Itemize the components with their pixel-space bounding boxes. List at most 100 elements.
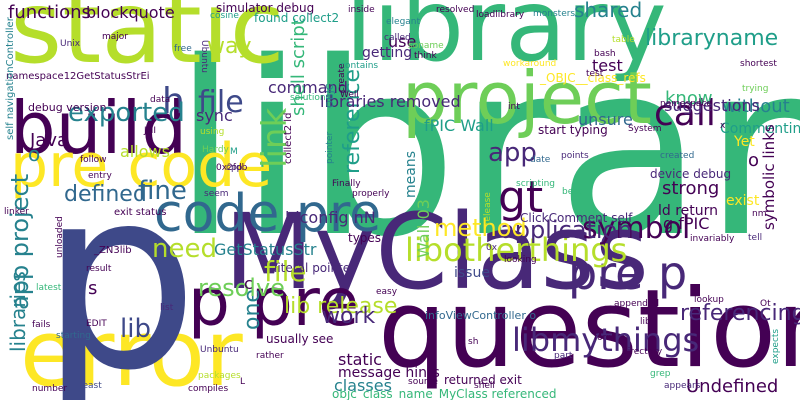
- word-well: Well: [340, 90, 359, 100]
- word-ldconfig-nn: ldconfig nN: [285, 208, 376, 227]
- word-seem: seem: [204, 189, 229, 199]
- word-need: need: [152, 234, 217, 264]
- word-static: static: [338, 350, 382, 369]
- word-use: use: [388, 32, 417, 51]
- word-compiles: compiles: [188, 384, 229, 394]
- word-looking: looking: [504, 255, 537, 265]
- word-classes: classes: [334, 376, 392, 395]
- word-latest: latest: [36, 283, 62, 293]
- word-unsure: unsure: [578, 110, 633, 129]
- word-file: file: [264, 255, 307, 288]
- word-sync: sync: [196, 106, 233, 125]
- word-entry: entry: [88, 171, 112, 181]
- word-shortest: shortest: [740, 59, 777, 69]
- word-strong: strong: [662, 178, 720, 199]
- word-created: created: [660, 151, 695, 161]
- word-undefined: Undefined: [686, 376, 779, 397]
- word-ld-return: ld return: [658, 203, 719, 219]
- word-infoviewcontroller-o: infoViewController o: [425, 309, 537, 322]
- word-packages: packages: [198, 371, 241, 381]
- word-p-pre: p pre: [188, 264, 360, 341]
- word-unix: Unix: [60, 39, 81, 49]
- word-0x2fdb: 0x2fdb: [216, 163, 248, 173]
- word-returned-exit: returned exit: [444, 373, 522, 387]
- word-symbol: symbol: [582, 211, 691, 246]
- word-blockquote: blockquote: [86, 3, 175, 22]
- word-namespace12getstatusstrei: namespace12GetStatusStrEi: [6, 71, 150, 82]
- word-literal-pointer: literal pointer: [274, 261, 356, 275]
- word-fpic-wall: fPIC Wall: [424, 116, 494, 135]
- word-without: without: [722, 96, 790, 117]
- word-library: library: [345, 0, 667, 84]
- word-command: command: [268, 78, 348, 97]
- word-follow: follow: [80, 155, 107, 165]
- word-best: best: [562, 187, 582, 197]
- word-form: form: [594, 333, 615, 343]
- word-resolved: resolved: [436, 5, 475, 15]
- word-java: Java: [30, 130, 69, 151]
- word-gt: gt: [498, 172, 544, 223]
- word-referencing: referencing: [680, 301, 800, 326]
- word-part: part: [554, 351, 573, 361]
- word-objc: OBJC: [325, 83, 336, 108]
- word-unloaded: unloaded: [55, 216, 65, 258]
- word-l: L: [240, 377, 246, 387]
- word-myclass: MyClass: [224, 191, 649, 313]
- word-int: int: [508, 102, 520, 112]
- word-number: number: [32, 384, 68, 394]
- word-source: source: [408, 377, 438, 387]
- word-shell: shell: [474, 381, 495, 391]
- word-pointer: pointer: [325, 131, 335, 164]
- word-zn3lib: _ZN3lib: [94, 245, 132, 256]
- word-using: using: [200, 127, 225, 137]
- word-lookup: lookup: [694, 295, 724, 305]
- word-code-pre: code pre: [154, 184, 382, 244]
- word-easy: easy: [376, 287, 398, 297]
- word-bash: bash: [594, 49, 616, 59]
- word-way: way: [207, 34, 252, 59]
- word-monsters: monsters: [533, 9, 576, 19]
- word-build: build: [10, 86, 188, 170]
- word-lib-release: lib release: [284, 294, 398, 319]
- word-libraries-removed: libraries removed: [320, 92, 461, 111]
- word-hardy: Hardy: [202, 145, 229, 155]
- word-suggestions: suggestions: [664, 96, 760, 115]
- word-test: test: [586, 69, 604, 79]
- word-libotherthings: libotherthings: [405, 231, 628, 269]
- word-ot: Ot: [760, 299, 771, 309]
- word-getting: getting: [362, 45, 413, 61]
- word-exported: exported: [68, 98, 185, 128]
- word-test: test: [592, 56, 623, 75]
- word-scripting: scripting: [516, 179, 555, 189]
- word-0x: 0x: [486, 243, 498, 253]
- word-date: date: [530, 155, 551, 165]
- word-starting: starting: [56, 331, 91, 341]
- word-libraryname: libraryname: [645, 26, 779, 51]
- word-clickcomment-self: ClickComment self: [520, 211, 633, 225]
- word-error: error: [20, 300, 243, 400]
- word-libmythings: libmythings: [512, 321, 700, 359]
- word-start-typing: start typing: [538, 123, 608, 137]
- word-rather: rather: [256, 351, 284, 361]
- word-namespace: namespace: [660, 99, 712, 109]
- word-project: project: [402, 56, 652, 140]
- word-objc-class-name-myclass-referenced: objc_class_name_MyClass referenced: [332, 387, 557, 400]
- word-g-fpic: g fPIC: [663, 214, 710, 233]
- word-solution: solution: [290, 93, 326, 103]
- word-exist: exist: [726, 193, 760, 209]
- word-inside: inside: [348, 5, 375, 15]
- word-system: System: [628, 124, 662, 134]
- word-cpp: cpp: [226, 163, 243, 173]
- word-know: know: [665, 88, 713, 109]
- word-h: h: [162, 81, 185, 122]
- word-work: work: [322, 304, 376, 329]
- word-libraries: libraries: [6, 271, 30, 352]
- word-device-debug: device debug: [650, 167, 732, 181]
- word-cosine: cosine: [210, 11, 239, 21]
- word-yet: Yet: [734, 134, 755, 150]
- word-app: app: [488, 138, 537, 168]
- word-means: means: [403, 151, 419, 198]
- word-resolve: resolve: [198, 274, 285, 302]
- word-collect2-ld: collect2 ld: [283, 112, 294, 164]
